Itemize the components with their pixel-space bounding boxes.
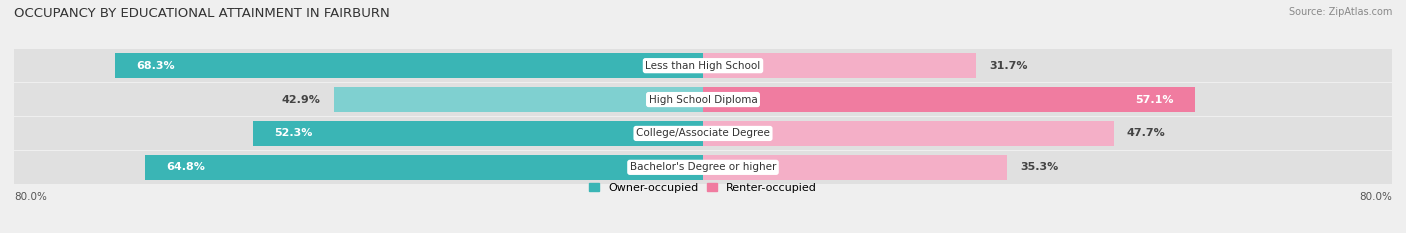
Text: Source: ZipAtlas.com: Source: ZipAtlas.com [1288, 7, 1392, 17]
Text: Bachelor's Degree or higher: Bachelor's Degree or higher [630, 162, 776, 172]
Bar [14, 83, 1392, 116]
Text: Less than High School: Less than High School [645, 61, 761, 71]
Text: High School Diploma: High School Diploma [648, 95, 758, 105]
Text: 64.8%: 64.8% [166, 162, 205, 172]
Bar [703, 155, 1007, 180]
Text: OCCUPANCY BY EDUCATIONAL ATTAINMENT IN FAIRBURN: OCCUPANCY BY EDUCATIONAL ATTAINMENT IN F… [14, 7, 389, 20]
Bar [703, 53, 976, 78]
Bar [703, 87, 1195, 112]
Text: 31.7%: 31.7% [988, 61, 1028, 71]
Bar [115, 53, 703, 78]
Text: 47.7%: 47.7% [1126, 128, 1166, 138]
Text: 80.0%: 80.0% [1360, 192, 1392, 202]
Text: 68.3%: 68.3% [136, 61, 174, 71]
Legend: Owner-occupied, Renter-occupied: Owner-occupied, Renter-occupied [585, 178, 821, 197]
Bar [253, 121, 703, 146]
Bar [145, 155, 703, 180]
Bar [14, 117, 1392, 150]
Bar [333, 87, 703, 112]
Text: 57.1%: 57.1% [1135, 95, 1173, 105]
Text: 80.0%: 80.0% [14, 192, 46, 202]
Text: College/Associate Degree: College/Associate Degree [636, 128, 770, 138]
Text: 52.3%: 52.3% [274, 128, 312, 138]
Bar [703, 121, 1114, 146]
Text: 42.9%: 42.9% [281, 95, 321, 105]
Bar [14, 49, 1392, 82]
Text: 35.3%: 35.3% [1019, 162, 1059, 172]
Bar [14, 151, 1392, 184]
